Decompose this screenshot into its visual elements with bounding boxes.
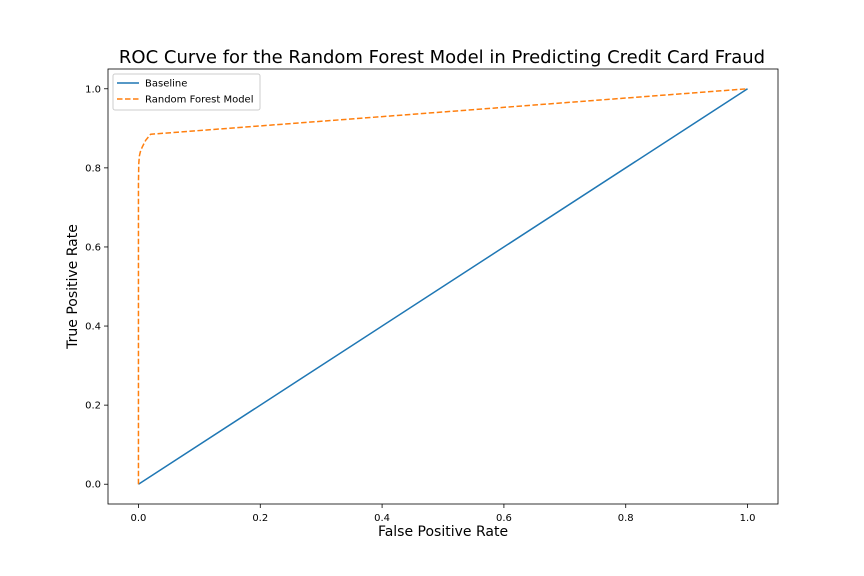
plot-area: 0.0 0.2 0.4 0.6 0.8 1.0 0.0 0.2 0.4 0.6 0.8 1.0: [85, 68, 779, 524]
legend-label: Random Forest Model: [145, 95, 253, 106]
x-tick-label: 1.0: [740, 513, 756, 524]
y-tick-label: 0.8: [85, 163, 101, 174]
y-tick-label: 0.6: [85, 242, 101, 253]
x-tick-label: 0.6: [496, 513, 512, 524]
x-tick-label: 0.2: [252, 513, 268, 524]
legend-items: Baseline Random Forest Model: [117, 79, 253, 106]
legend-box: [112, 73, 261, 111]
y-tick-label: 0.2: [85, 401, 101, 412]
series-line-random-forest-model: [137, 88, 748, 485]
legend: Baseline Random Forest Model: [112, 73, 261, 111]
y-axis-ticks: 0.0 0.2 0.4 0.6 0.8 1.0: [85, 84, 108, 491]
y-tick-label: 0.0: [85, 480, 101, 491]
y-tick-label: 1.0: [85, 84, 101, 95]
series-layer: [137, 88, 748, 485]
x-tick-label: 0.4: [374, 513, 390, 524]
y-axis-label: True Positive Rate: [65, 224, 81, 350]
x-axis-label: False Positive Rate: [378, 524, 508, 540]
x-axis-ticks: 0.0 0.2 0.4 0.6 0.8 1.0: [131, 504, 756, 524]
series-line-baseline: [138, 88, 748, 485]
legend-label: Baseline: [145, 79, 187, 90]
x-tick-label: 0.8: [618, 513, 634, 524]
x-tick-label: 0.0: [131, 513, 147, 524]
chart-title: ROC Curve for the Random Forest Model in…: [119, 47, 765, 68]
y-tick-label: 0.4: [85, 322, 101, 333]
plot-frame: [107, 68, 779, 505]
